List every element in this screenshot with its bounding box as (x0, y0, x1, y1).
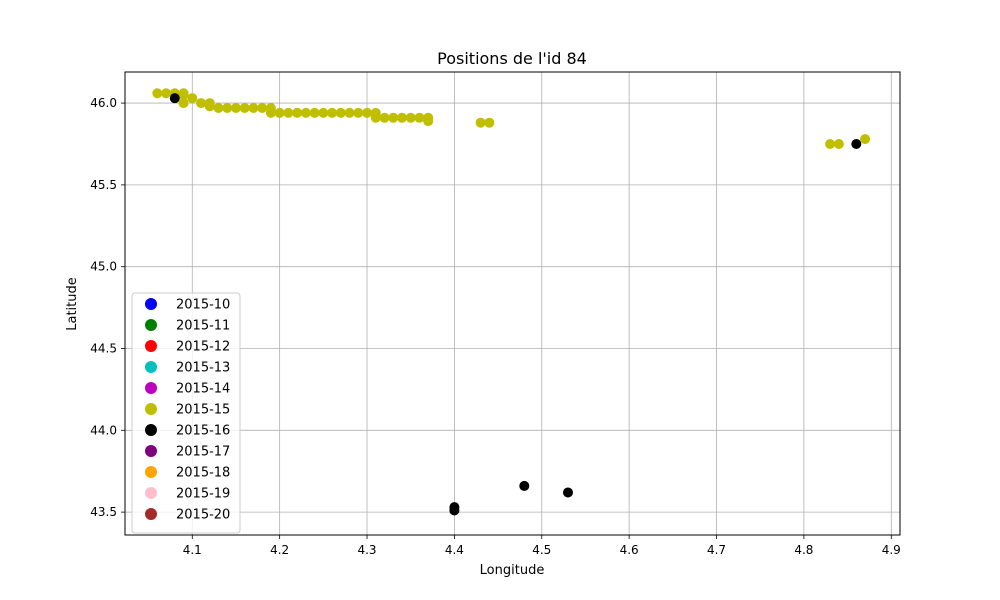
x-tick-label: 4.9 (882, 543, 901, 557)
legend-label: 2015-15 (176, 403, 230, 418)
data-point (484, 117, 495, 128)
data-point (449, 505, 460, 516)
legend-marker (145, 382, 157, 394)
data-point (860, 134, 871, 145)
x-tick-label: 4.5 (532, 543, 551, 557)
legend-marker (145, 319, 157, 331)
data-point (423, 116, 434, 127)
x-tick-label: 4.3 (357, 543, 376, 557)
data-point (318, 107, 329, 118)
grid (125, 72, 900, 535)
data-point (204, 101, 215, 112)
legend-marker (145, 298, 157, 310)
y-tick-label: 45.5 (90, 178, 117, 192)
data-point (178, 98, 189, 109)
data-point (274, 107, 285, 118)
data-points (152, 88, 871, 516)
x-tick-label: 4.6 (620, 543, 639, 557)
legend-label: 2015-19 (176, 487, 230, 502)
legend-label: 2015-16 (176, 424, 230, 439)
legend-label: 2015-20 (176, 508, 230, 523)
legend-label: 2015-13 (176, 361, 230, 376)
data-point (327, 107, 338, 118)
legend-box (131, 292, 241, 534)
data-point (196, 98, 207, 109)
legend-marker (145, 361, 157, 373)
data-point (562, 487, 573, 498)
y-tick-label: 46.0 (90, 96, 117, 110)
x-tick-label: 4.2 (270, 543, 289, 557)
data-point (187, 93, 198, 104)
data-point (230, 102, 241, 113)
legend-marker (145, 403, 157, 415)
legend-marker (145, 466, 157, 478)
data-point (161, 88, 172, 99)
legend-marker (145, 445, 157, 457)
axes: 4.1 4.2 4.3 4.4 4.5 4.6 4.7 4.8 4.9 43.5 44.0 44.5 4… (90, 96, 901, 557)
y-axis-label: Latitude (65, 277, 80, 331)
legend-label: 2015-10 (176, 298, 230, 313)
data-point (353, 107, 364, 118)
legend-marker (145, 340, 157, 352)
data-point (213, 102, 224, 113)
y-tick-label: 44.0 (90, 423, 117, 437)
data-point (396, 112, 407, 123)
data-point (178, 89, 189, 100)
data-point (265, 107, 276, 118)
data-point (169, 93, 180, 104)
data-point (475, 117, 486, 128)
legend-label: 2015-11 (176, 319, 230, 334)
data-point (222, 102, 233, 113)
y-tick-label: 45.0 (90, 260, 117, 274)
legend-marker (145, 424, 157, 436)
legend-label: 2015-14 (176, 382, 230, 397)
data-point (309, 107, 320, 118)
legend-label: 2015-12 (176, 340, 230, 355)
data-point (292, 107, 303, 118)
data-point (825, 138, 836, 149)
plot-area-frame (124, 71, 901, 536)
y-tick-label: 44.5 (90, 341, 117, 355)
data-point (257, 102, 268, 113)
data-point (833, 138, 844, 149)
x-tick-label: 4.4 (445, 543, 464, 557)
legend-label: 2015-17 (176, 445, 230, 460)
data-point (414, 112, 425, 123)
data-point (239, 102, 250, 113)
x-tick-label: 4.1 (183, 543, 202, 557)
data-point (519, 480, 530, 491)
data-point (335, 107, 346, 118)
legend: 2015-10 2015-11 2015-12 2015-13 2015-14 2015-… (131, 292, 241, 534)
legend-label: 2015-18 (176, 466, 230, 481)
data-point (152, 88, 163, 99)
x-tick-label: 4.8 (794, 543, 813, 557)
x-axis-label: Longitude (480, 563, 545, 578)
data-point (283, 107, 294, 118)
data-point (370, 112, 381, 123)
legend-marker (145, 487, 157, 499)
data-point (300, 107, 311, 118)
data-point (344, 107, 355, 118)
data-point (362, 107, 373, 118)
data-point (379, 112, 390, 123)
y-tick-label: 43.5 (90, 505, 117, 519)
data-point (388, 112, 399, 123)
x-tick-label: 4.7 (707, 543, 726, 557)
legend-marker (145, 508, 157, 520)
data-point (851, 138, 862, 149)
chart-title: Positions de l'id 84 (437, 49, 587, 68)
data-point (405, 112, 416, 123)
data-point (248, 102, 259, 113)
